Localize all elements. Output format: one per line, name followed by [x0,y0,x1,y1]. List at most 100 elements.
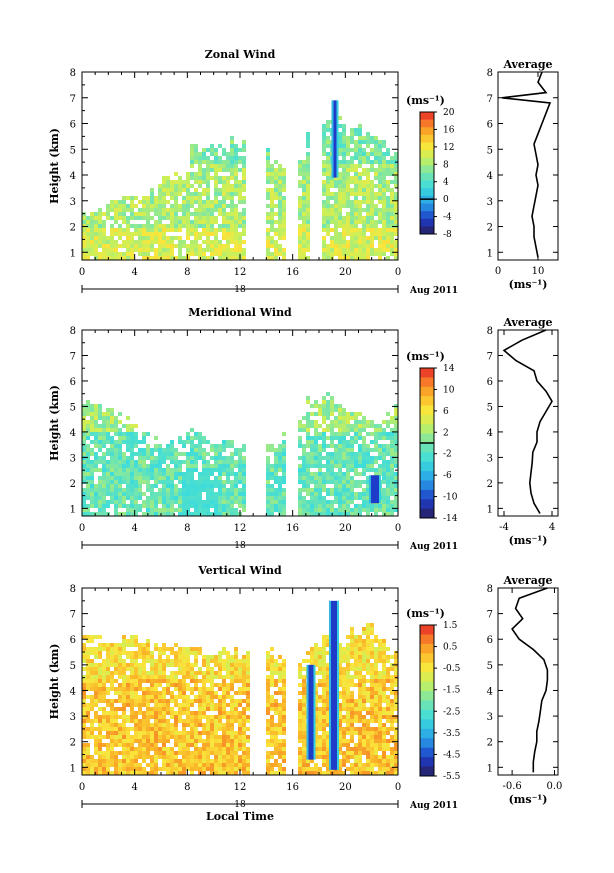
heatmap-cell [210,224,214,228]
heatmap-cell [350,236,354,240]
heatmap-cell [146,691,150,695]
heatmap-cell [358,452,362,456]
heatmap-cell [138,488,142,492]
heatmap-cell [222,687,226,691]
heatmap-cell [338,184,342,188]
heatmap-cell [238,711,242,715]
heatmap-cell [166,256,170,260]
heatmap-cell [198,456,202,460]
heatmap-cell [130,472,134,476]
heatmap-cell [114,739,118,743]
heatmap-cell [322,420,326,424]
profile-title: Average [502,316,552,329]
heatmap-cell [194,148,198,152]
heatmap-cell [166,208,170,212]
heatmap-cell [178,671,182,675]
heatmap-cell [90,719,94,723]
heatmap-cell [326,643,330,647]
heatmap-cell [346,244,350,248]
heatmap-cell [386,476,390,480]
heatmap-cell [326,180,330,184]
heatmap-cell [142,735,146,739]
heatmap-cell [190,204,194,208]
heatmap-cell [346,136,350,140]
heatmap-cell [266,236,270,240]
heatmap-cell [346,424,350,428]
heatmap-cell [366,200,370,204]
heatmap-cell [306,763,310,767]
heatmap-cell [190,771,194,775]
heatmap-cell [158,244,162,248]
heatmap-cell [342,679,346,683]
heatmap-cell [362,464,366,468]
heatmap-cell [230,727,234,731]
heatmap-cell [186,687,190,691]
heatmap-cell [278,655,282,659]
heatmap-cell [266,484,270,488]
heatmap-cell [342,472,346,476]
heatmap-cell [322,220,326,224]
heatmap-cell [174,743,178,747]
heatmap-cell [146,220,150,224]
heatmap-cell [162,228,166,232]
heatmap-cell [166,679,170,683]
heatmap-cell [214,460,218,464]
heatmap-cell [378,456,382,460]
heatmap-cell [326,500,330,504]
heatmap-cell [210,152,214,156]
heatmap-cell [86,715,90,719]
heatmap-cell [178,759,182,763]
heatmap-cell [218,460,222,464]
heatmap-cell [338,140,342,144]
heatmap-cell [382,504,386,508]
heatmap-cell [350,136,354,140]
heatmap-cell [134,436,138,440]
heatmap-cell [266,496,270,500]
heatmap-cell [186,180,190,184]
heatmap-cell [166,472,170,476]
heatmap-cell [98,655,102,659]
heatmap-cell [94,635,98,639]
heatmap-cell [150,224,154,228]
heatmap-cell [386,500,390,504]
heatmap-cell [110,208,114,212]
heatmap-cell [194,488,198,492]
heatmap-cell [122,256,126,260]
heatmap-cell [110,747,114,751]
heatmap-cell [350,699,354,703]
heatmap-cell [162,504,166,508]
heatmap-cell [394,472,398,476]
heatmap-cell [138,707,142,711]
heatmap-cell [322,703,326,707]
heatmap-cell [234,208,238,212]
heatmap-cell [234,771,238,775]
heatmap-cell [118,200,122,204]
heatmap-cell [110,244,114,248]
heatmap-cell [366,188,370,192]
heatmap-cell [322,208,326,212]
heatmap-cell [354,208,358,212]
heatmap-cell [298,184,302,188]
heatmap-cell [362,236,366,240]
heatmap-cell [302,480,306,484]
heatmap-cell [234,699,238,703]
heatmap-cell [298,747,302,751]
heatmap-cell [134,679,138,683]
heatmap-cell [118,695,122,699]
heatmap-cell [386,448,390,452]
heatmap-cell [210,144,214,148]
heatmap-cell [282,232,286,236]
heatmap-cell [186,739,190,743]
heatmap-cell [346,695,350,699]
heatmap-cell [270,715,274,719]
heatmap-cell [102,432,106,436]
heatmap-cell [334,204,338,208]
heatmap-cell [210,707,214,711]
heatmap-cell [150,472,154,476]
heatmap-cell [138,643,142,647]
heatmap-cell [146,719,150,723]
heatmap-cell [202,731,206,735]
heatmap-cell [370,508,374,512]
heatmap-cell [98,432,102,436]
heatmap-cell [118,771,122,775]
